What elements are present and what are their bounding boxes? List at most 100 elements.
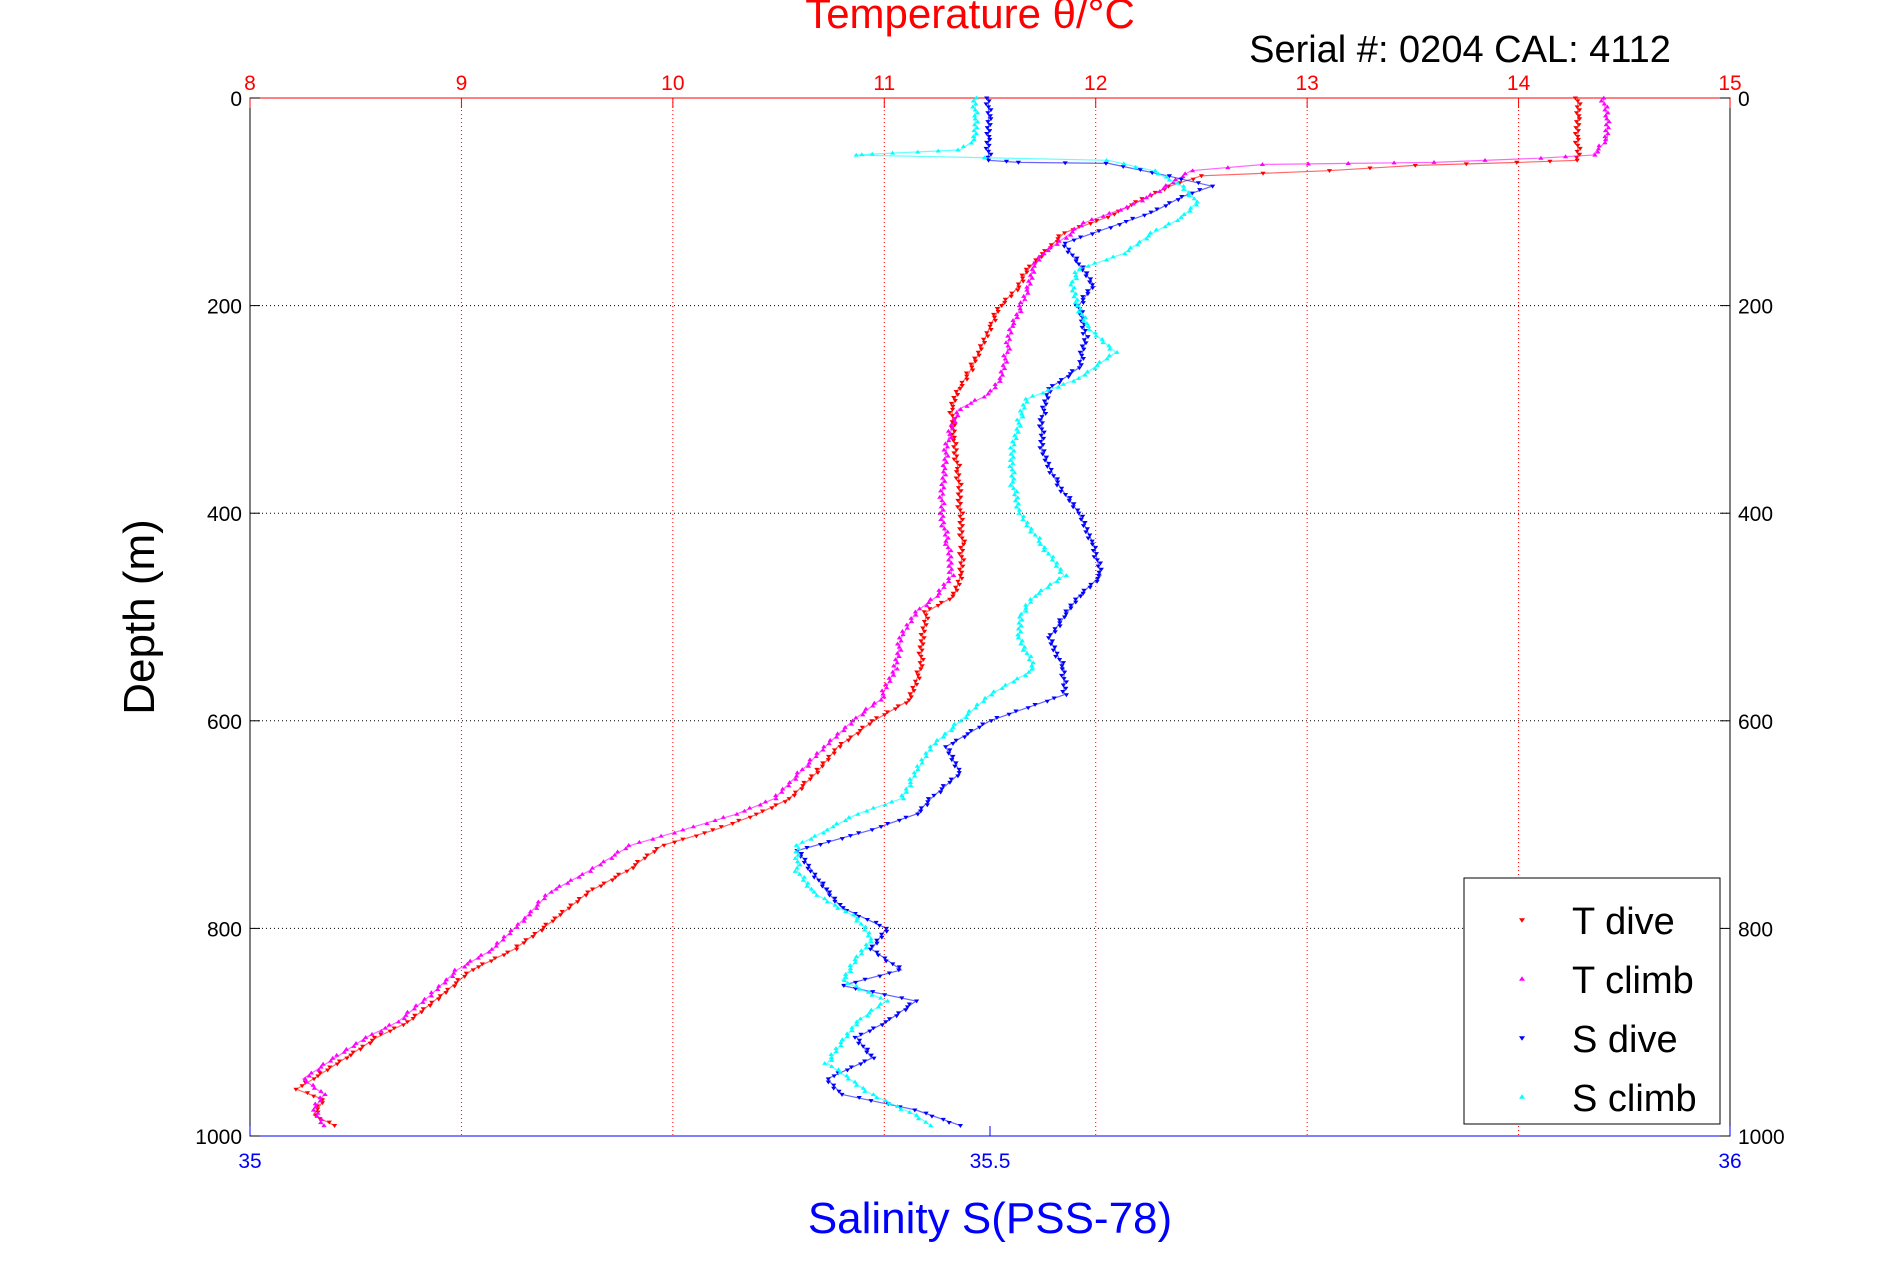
data-point [1015, 626, 1021, 631]
data-point [1092, 366, 1098, 371]
data-point [956, 552, 963, 557]
data-point [1024, 270, 1030, 275]
data-point [889, 799, 895, 804]
data-point [903, 1008, 909, 1013]
data-point [891, 672, 897, 677]
data-point [918, 654, 924, 659]
data-point [1182, 171, 1188, 176]
data-point [955, 579, 961, 584]
data-point [404, 1009, 411, 1014]
data-point [968, 728, 974, 733]
data-point [988, 108, 994, 113]
data-point [853, 152, 859, 157]
data-point [858, 1062, 864, 1067]
data-point [976, 725, 983, 730]
data-point [997, 375, 1003, 380]
data-point [1154, 207, 1160, 212]
data-point [921, 619, 927, 624]
data-point [948, 548, 954, 553]
data-point [642, 856, 648, 861]
data-point [853, 954, 860, 959]
data-point [890, 669, 896, 674]
data-point [808, 869, 814, 874]
data-point [989, 692, 995, 697]
data-point [1032, 703, 1038, 707]
data-point [521, 918, 527, 923]
data-point [488, 959, 494, 964]
data-point [1127, 245, 1134, 250]
data-point [883, 959, 889, 964]
data-point [1013, 709, 1019, 714]
data-point [957, 514, 963, 519]
data-point [1596, 143, 1602, 148]
data-point [822, 896, 828, 901]
data-point [831, 1074, 837, 1079]
data-point [808, 774, 814, 779]
data-point [852, 1079, 858, 1084]
data-point [870, 1092, 876, 1097]
data-point [1074, 303, 1080, 308]
data-point [1514, 160, 1520, 165]
data-point [841, 983, 847, 988]
data-point [1259, 162, 1266, 166]
data-point [886, 675, 892, 680]
data-point [1163, 183, 1169, 188]
data-point [1020, 279, 1026, 284]
data-point [822, 1061, 828, 1065]
data-point [873, 920, 879, 925]
data-point [1078, 363, 1084, 368]
data-point [1063, 686, 1069, 691]
data-point [1576, 123, 1582, 128]
series-t-climb [301, 95, 1612, 1128]
data-point [955, 774, 961, 779]
data-point [852, 957, 858, 962]
data-point [950, 438, 957, 443]
data-point [1022, 297, 1028, 301]
data-point [991, 312, 997, 317]
data-point [1079, 268, 1086, 273]
data-point [371, 1035, 378, 1040]
data-point [1041, 449, 1047, 454]
data-point [1144, 236, 1150, 241]
data-point [1077, 235, 1084, 240]
data-point [871, 700, 877, 705]
data-point [828, 1052, 834, 1057]
data-point [813, 754, 819, 759]
data-point [963, 371, 970, 376]
data-point [1036, 254, 1042, 259]
data-point [970, 104, 976, 109]
data-point [923, 613, 929, 618]
data-point [847, 963, 853, 968]
data-point [946, 438, 952, 443]
bottom-tick-label: 35 [238, 1150, 261, 1173]
data-point [950, 754, 956, 759]
data-point [1260, 171, 1266, 176]
data-point [859, 152, 865, 157]
data-point [378, 1032, 384, 1037]
data-point [1057, 570, 1063, 574]
data-point [987, 129, 993, 133]
data-point [1008, 451, 1014, 456]
data-point [950, 404, 956, 409]
data-point [957, 520, 963, 525]
data-point [992, 385, 999, 390]
data-point [1068, 282, 1074, 287]
data-point [644, 853, 650, 858]
data-point [816, 878, 822, 883]
data-point [832, 896, 838, 901]
series-t-dive [293, 96, 1583, 1128]
data-point [912, 679, 918, 684]
data-point [956, 479, 962, 484]
data-point [923, 750, 929, 755]
data-point [949, 407, 956, 412]
top-tick-label: 10 [661, 72, 684, 95]
data-point [1577, 102, 1583, 107]
data-point [1096, 359, 1103, 364]
data-point [1122, 251, 1128, 256]
data-point [919, 664, 925, 669]
data-point [953, 442, 959, 446]
data-point [957, 527, 963, 532]
data-point [925, 797, 931, 801]
data-point [958, 561, 964, 566]
data-point [866, 1010, 873, 1015]
